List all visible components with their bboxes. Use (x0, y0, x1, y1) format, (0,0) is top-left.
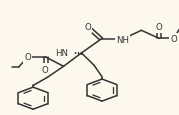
Text: HN: HN (55, 49, 68, 58)
Text: O: O (41, 65, 48, 74)
Text: O: O (170, 35, 177, 44)
Text: NH: NH (116, 35, 129, 44)
Text: O: O (24, 53, 31, 62)
Text: O: O (156, 23, 163, 32)
Text: O: O (84, 23, 91, 32)
